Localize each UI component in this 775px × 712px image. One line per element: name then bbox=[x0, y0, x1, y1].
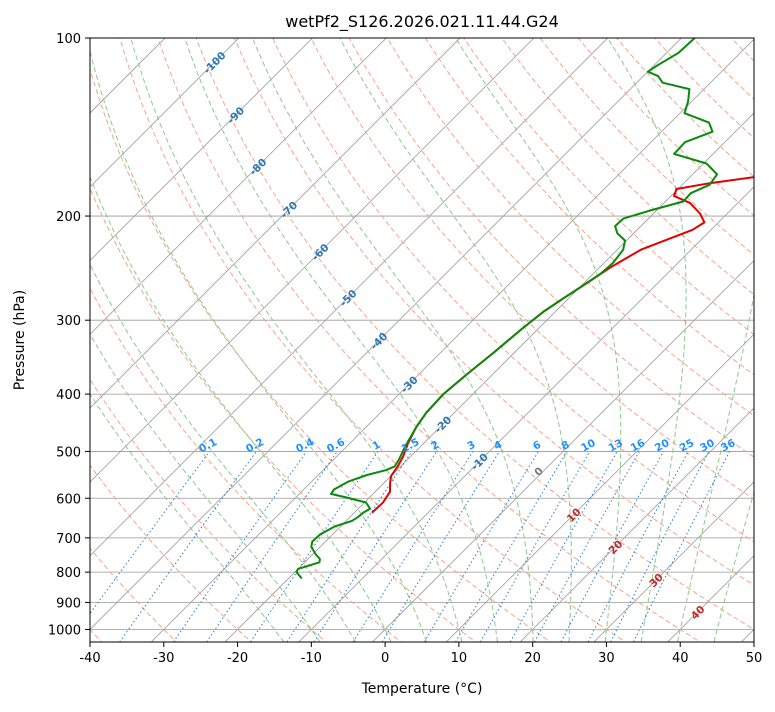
x-tick-label: 30 bbox=[598, 651, 615, 666]
y-tick-label: 900 bbox=[56, 596, 81, 611]
x-tick-label: 0 bbox=[381, 651, 389, 666]
chart-title: wetPf2_S126.2026.021.11.44.G24 bbox=[285, 12, 559, 32]
x-tick-label: 20 bbox=[524, 651, 541, 666]
x-tick-label: 50 bbox=[746, 651, 763, 666]
y-tick-label: 100 bbox=[56, 32, 81, 47]
y-tick-label: 500 bbox=[56, 445, 81, 460]
y-tick-label: 700 bbox=[56, 532, 81, 547]
x-tick-label: 40 bbox=[672, 651, 689, 666]
y-tick-label: 600 bbox=[56, 492, 81, 507]
x-axis-label: Temperature (°C) bbox=[361, 681, 483, 697]
x-tick-label: -30 bbox=[153, 651, 174, 666]
y-tick-label: 400 bbox=[56, 388, 81, 403]
y-tick-label: 1000 bbox=[48, 623, 81, 638]
x-tick-label: 10 bbox=[451, 651, 468, 666]
y-axis-label: Pressure (hPa) bbox=[12, 290, 28, 390]
x-tick-label: -10 bbox=[301, 651, 322, 666]
y-tick-label: 800 bbox=[56, 566, 81, 581]
y-tick-label: 300 bbox=[56, 314, 81, 329]
y-tick-label: 200 bbox=[56, 210, 81, 225]
x-tick-label: -40 bbox=[79, 651, 100, 666]
x-tick-label: -20 bbox=[227, 651, 248, 666]
